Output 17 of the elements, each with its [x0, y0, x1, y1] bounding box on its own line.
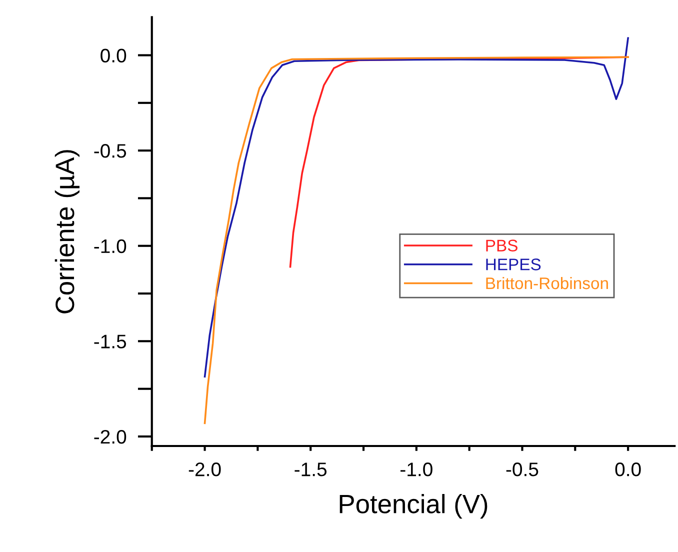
- x-axis-title: Potencial (V): [340, 494, 488, 519]
- y-tick-label: 0.0: [100, 48, 126, 62]
- legend-label: PBS: [486, 240, 518, 252]
- legend-label: HEPES: [486, 258, 541, 270]
- y-tick-label: -1.0: [94, 239, 126, 254]
- x-tick-label: -2.0: [188, 462, 221, 476]
- y-tick-label: -2.0: [94, 430, 126, 444]
- line-series: [204, 56, 629, 424]
- x-tick-label: -1.5: [294, 462, 327, 476]
- y-axis-title: Corriente (µA): [54, 150, 80, 314]
- line-series: [204, 37, 629, 378]
- x-tick-label: -0.5: [506, 462, 538, 476]
- legend-label: Britton-Robinson: [486, 276, 608, 290]
- y-tick-label: -1.5: [94, 334, 126, 348]
- y-tick-label: -0.5: [94, 144, 126, 158]
- x-tick-label: 0.0: [615, 462, 641, 476]
- x-tick-label: -1.0: [400, 462, 432, 476]
